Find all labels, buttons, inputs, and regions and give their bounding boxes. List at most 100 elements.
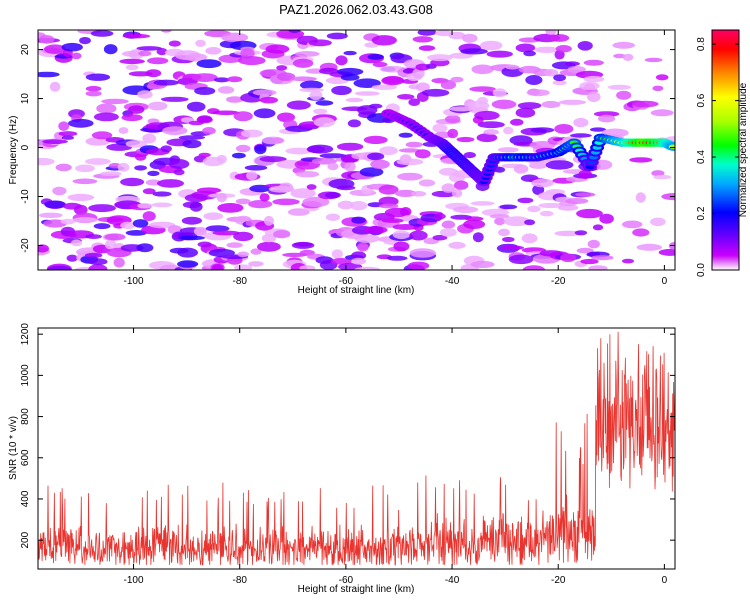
heatmap-blob <box>378 196 399 207</box>
heatmap-blob <box>470 260 495 268</box>
heatmap-blob <box>216 192 227 203</box>
heatmap-blob <box>417 30 437 36</box>
heatmap-blob <box>351 251 367 260</box>
heatmap-blob <box>101 98 129 105</box>
heatmap-blob <box>554 123 574 134</box>
heatmap-blob <box>240 129 263 138</box>
heatmap-blob <box>286 100 311 110</box>
colorbar-tick-label: 0.4 <box>696 150 707 164</box>
heatmap-blob <box>299 87 324 93</box>
heatmap-blob <box>631 100 659 108</box>
heatmap-blob <box>198 152 211 158</box>
x-tick-label: -20 <box>551 575 566 586</box>
heatmap-blob <box>325 213 341 221</box>
heatmap-blob <box>253 108 276 119</box>
heatmap-blob <box>555 45 572 53</box>
heatmap-blob <box>147 170 160 177</box>
heatmap-blob <box>212 110 240 116</box>
heatmap-blob <box>300 80 324 90</box>
heatmap-blob <box>447 128 459 139</box>
heatmap-blob <box>522 265 546 270</box>
heatmap-blob <box>432 123 448 133</box>
heatmap-blob <box>579 81 600 91</box>
heatmap-blob <box>583 75 605 83</box>
heatmap-blob <box>125 140 147 148</box>
heatmap-blob <box>39 212 63 218</box>
heatmap-blob <box>432 234 448 241</box>
snr-background <box>38 328 675 569</box>
heatmap-blob <box>612 41 635 49</box>
heatmap-blob <box>137 90 153 99</box>
colorbar-tick-label: 0.0 <box>696 263 707 277</box>
heatmap-blob <box>75 164 95 173</box>
heatmap-blob <box>517 197 534 204</box>
heatmap-blob <box>653 174 672 180</box>
heatmap-blob <box>235 198 251 205</box>
heatmap-blob <box>521 233 538 244</box>
heatmap-blob <box>613 53 626 59</box>
heatmap-blob <box>531 178 554 188</box>
heatmap-blob <box>90 30 114 37</box>
heatmap-blob <box>587 91 601 102</box>
heatmap-blob <box>240 48 255 59</box>
heatmap-blob <box>213 77 230 83</box>
heatmap-blob <box>527 205 541 213</box>
heatmap-blob <box>278 182 294 193</box>
heatmap-blob <box>497 147 519 153</box>
heatmap-blob <box>371 35 397 46</box>
heatmap-frame <box>37 29 676 271</box>
heatmap-blob <box>632 228 650 237</box>
heatmap-blob <box>553 74 566 82</box>
heatmap-blob <box>157 179 184 188</box>
heatmap-blob <box>501 66 524 78</box>
y-tick-label: -10 <box>20 189 31 204</box>
heatmap-blob <box>104 233 126 241</box>
snr-series-line <box>38 331 675 566</box>
heatmap-blob <box>125 230 147 236</box>
heatmap-blob <box>526 89 550 97</box>
heatmap-blob <box>590 127 606 132</box>
heatmap-blob <box>359 167 384 177</box>
x-tick-label: 0 <box>662 276 668 287</box>
heatmap-blob <box>156 48 168 56</box>
heatmap-blob <box>550 34 570 42</box>
heatmap-blob <box>557 204 579 211</box>
heatmap-blob <box>132 219 149 228</box>
heatmap-blob <box>91 131 113 140</box>
heatmap-blob <box>128 105 145 114</box>
heatmap-blob <box>534 46 559 53</box>
heatmap-x-label: Height of straight line (km) <box>298 285 415 296</box>
heatmap-blob <box>79 37 91 45</box>
heatmap-blob <box>221 32 249 43</box>
heatmap-blob <box>238 56 266 66</box>
heatmap-blob <box>524 219 536 226</box>
heatmap-blob <box>311 157 337 165</box>
heatmap-blob <box>71 52 82 60</box>
heatmap-blob <box>434 213 446 220</box>
heatmap-blob <box>418 179 436 187</box>
heatmap-blob <box>655 74 669 81</box>
heatmap-blob <box>336 67 364 76</box>
heatmap-blob <box>234 264 253 270</box>
heatmap-blob <box>351 216 366 224</box>
heatmap-blob <box>248 261 264 267</box>
heatmap-blob <box>344 161 356 172</box>
heatmap-blob <box>448 241 466 249</box>
x-tick-label: -80 <box>232 575 247 586</box>
heatmap-blob <box>336 185 356 191</box>
heatmap-blob <box>259 193 270 202</box>
x-tick-label: -80 <box>232 276 247 287</box>
heatmap-blob <box>168 159 190 169</box>
heatmap-blob <box>470 201 495 206</box>
heatmap-blob <box>302 196 330 208</box>
heatmap-blob <box>599 213 614 224</box>
heatmap-blob <box>186 101 206 112</box>
colorbar-tick-label: 0.2 <box>696 206 707 220</box>
heatmap-blob <box>650 109 674 117</box>
heatmap-blob <box>178 235 205 241</box>
heatmap-blob <box>173 169 185 176</box>
heatmap-blob <box>644 57 663 63</box>
heatmap-blob <box>52 186 67 196</box>
heatmap-blob <box>113 257 125 268</box>
